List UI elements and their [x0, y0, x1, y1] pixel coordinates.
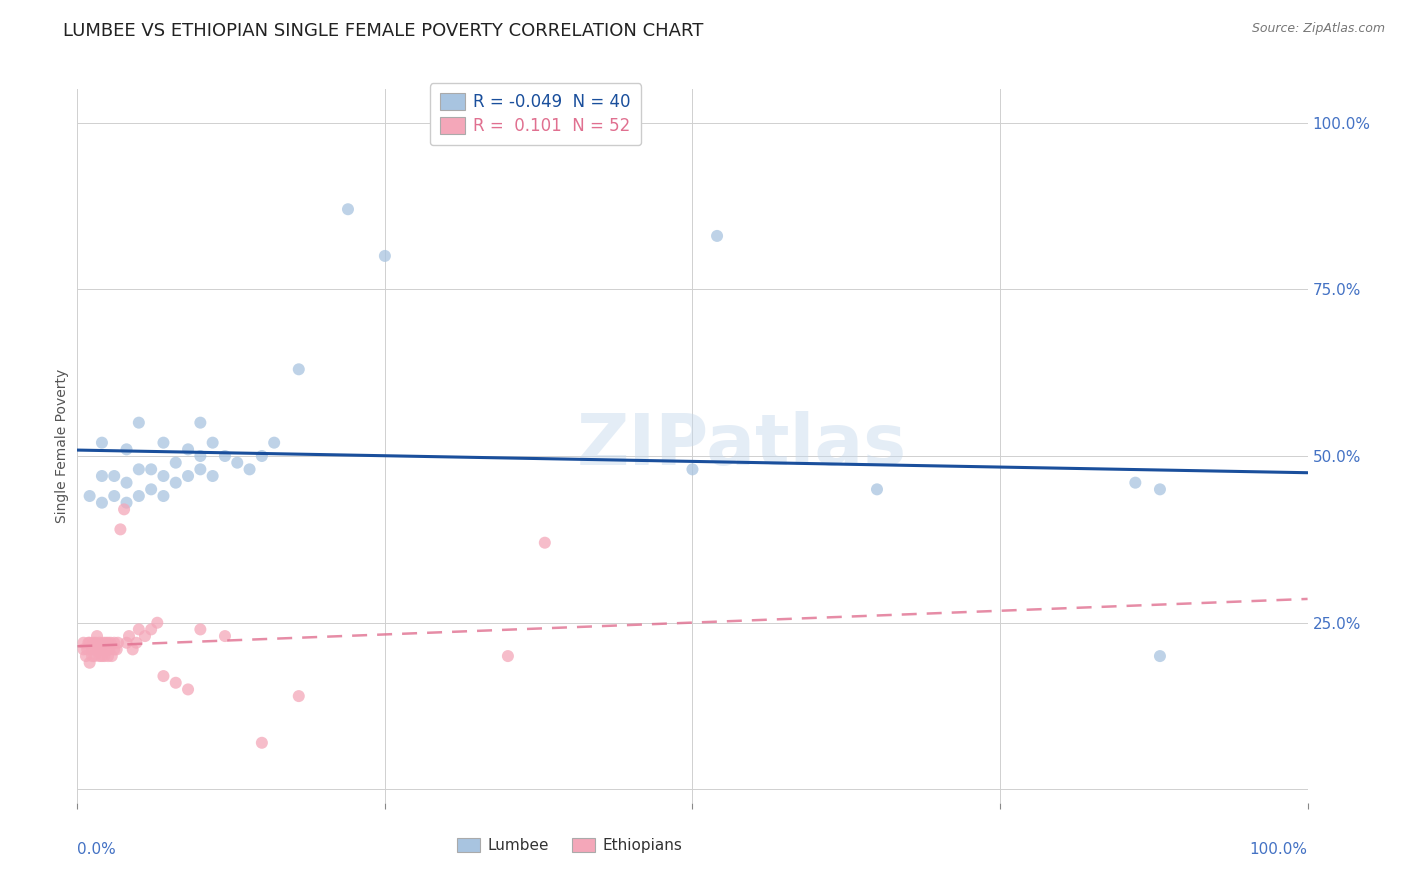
Point — [89, 649, 111, 664]
Point — [152, 669, 174, 683]
Point — [226, 456, 249, 470]
Text: 0.0%: 0.0% — [77, 842, 117, 857]
Point — [201, 469, 224, 483]
Point — [103, 489, 125, 503]
Point — [118, 629, 141, 643]
Point — [121, 642, 143, 657]
Text: 100.0%: 100.0% — [1250, 842, 1308, 857]
Point — [98, 642, 121, 657]
Point — [188, 416, 212, 430]
Point — [94, 636, 117, 650]
Point — [79, 636, 101, 650]
Point — [165, 675, 187, 690]
Point — [125, 636, 148, 650]
Point — [866, 483, 889, 497]
Point — [534, 535, 557, 549]
Point — [128, 416, 150, 430]
Point — [103, 636, 125, 650]
Point — [706, 228, 728, 243]
Point — [496, 649, 519, 664]
Point — [97, 649, 120, 664]
Point — [72, 636, 94, 650]
Point — [90, 642, 114, 657]
Point — [91, 636, 114, 650]
Point — [141, 483, 163, 497]
Y-axis label: Single Female Poverty: Single Female Poverty — [55, 369, 69, 523]
Point — [103, 642, 125, 657]
Point — [112, 502, 135, 516]
Point — [214, 449, 236, 463]
Point — [115, 636, 138, 650]
Text: ZIPatlas: ZIPatlas — [576, 411, 907, 481]
Point — [72, 642, 94, 657]
Text: LUMBEE VS ETHIOPIAN SINGLE FEMALE POVERTY CORRELATION CHART: LUMBEE VS ETHIOPIAN SINGLE FEMALE POVERT… — [63, 22, 703, 40]
Point — [87, 642, 110, 657]
Point — [152, 435, 174, 450]
Point — [115, 442, 138, 457]
Point — [177, 682, 200, 697]
Point — [115, 496, 138, 510]
Point — [79, 656, 101, 670]
Point — [128, 623, 150, 637]
Point — [152, 489, 174, 503]
Point — [1149, 649, 1171, 664]
Point — [101, 649, 124, 664]
Point — [263, 435, 285, 450]
Point — [86, 629, 108, 643]
Point — [77, 636, 100, 650]
Point — [79, 489, 101, 503]
Point — [82, 636, 104, 650]
Point — [89, 636, 111, 650]
Point — [177, 469, 200, 483]
Point — [115, 475, 138, 490]
Point — [141, 462, 163, 476]
Point — [1149, 483, 1171, 497]
Point — [239, 462, 262, 476]
Point — [90, 649, 114, 664]
Point — [201, 435, 224, 450]
Point — [188, 623, 212, 637]
Point — [107, 636, 129, 650]
Point — [97, 636, 120, 650]
Point — [250, 736, 273, 750]
Point — [165, 475, 187, 490]
Point — [110, 522, 132, 536]
Point — [146, 615, 169, 630]
Point — [100, 636, 122, 650]
Point — [105, 642, 128, 657]
Point — [84, 636, 107, 650]
Point — [83, 649, 105, 664]
Point — [90, 496, 114, 510]
Point — [76, 642, 98, 657]
Point — [188, 449, 212, 463]
Point — [188, 462, 212, 476]
Point — [288, 362, 311, 376]
Point — [82, 649, 104, 664]
Point — [374, 249, 396, 263]
Point — [141, 623, 163, 637]
Point — [90, 642, 112, 657]
Legend: Lumbee, Ethiopians: Lumbee, Ethiopians — [450, 831, 689, 859]
Point — [93, 649, 115, 664]
Point — [152, 469, 174, 483]
Point — [82, 642, 104, 657]
Point — [75, 649, 97, 664]
Point — [93, 642, 115, 657]
Point — [250, 449, 273, 463]
Point — [682, 462, 704, 476]
Point — [288, 689, 311, 703]
Point — [90, 469, 114, 483]
Point — [214, 629, 236, 643]
Point — [84, 642, 107, 657]
Point — [128, 489, 150, 503]
Point — [134, 629, 156, 643]
Point — [103, 469, 125, 483]
Text: Source: ZipAtlas.com: Source: ZipAtlas.com — [1251, 22, 1385, 36]
Point — [165, 456, 187, 470]
Point — [177, 442, 200, 457]
Point — [1125, 475, 1147, 490]
Point — [337, 202, 360, 217]
Point — [128, 462, 150, 476]
Point — [90, 435, 114, 450]
